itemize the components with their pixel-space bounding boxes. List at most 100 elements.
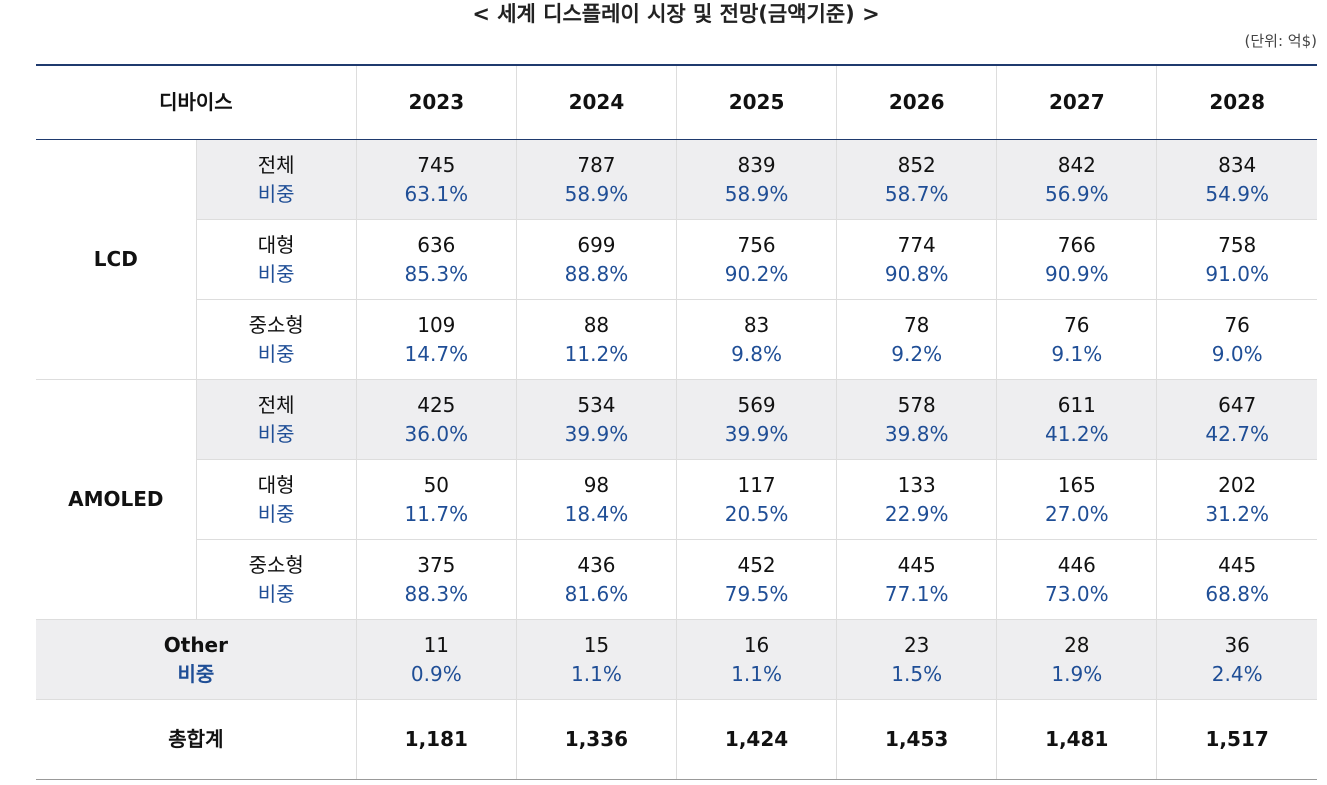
cell: 569 39.9% xyxy=(676,379,838,460)
column-header: 2024 xyxy=(516,65,678,140)
cell: 78 9.2% xyxy=(836,299,998,380)
row-label: 대형 비중 xyxy=(196,459,357,540)
cell: 452 79.5% xyxy=(676,539,838,620)
value: 758 xyxy=(1218,232,1257,257)
share-label: 비중 xyxy=(257,181,295,206)
header-row: 디바이스 2023 2024 2025 2026 2027 2028 xyxy=(36,65,1317,140)
cell: 534 39.9% xyxy=(516,379,678,460)
value: 109 xyxy=(417,312,456,337)
cell: 76 9.0% xyxy=(1156,299,1317,380)
cell: 202 31.2% xyxy=(1156,459,1317,540)
value: 647 xyxy=(1218,392,1257,417)
value: 842 xyxy=(1057,152,1096,177)
column-header: 디바이스 xyxy=(36,65,357,140)
share: 58.9% xyxy=(724,181,789,206)
cell: 766 90.9% xyxy=(996,219,1158,300)
share: 9.1% xyxy=(1051,341,1103,366)
total-row: 총합계 1,181 1,336 1,424 1,453 1,481 1,517 xyxy=(36,699,1317,780)
data-row: LCD 전체 비중 745 63.1% 787 58.9% 839 58.9% 852 58.7% 8… xyxy=(36,139,1317,380)
share: 9.2% xyxy=(891,341,943,366)
title: < 세계 디스플레이 시장 및 전망(금액기준) > xyxy=(472,2,880,26)
value: 375 xyxy=(417,552,456,577)
cell: 88 11.2% xyxy=(516,299,678,380)
share: 0.9% xyxy=(410,661,462,686)
cell: 109 14.7% xyxy=(356,299,517,380)
cell: 23 1.5% xyxy=(836,619,998,700)
cell: 375 88.3% xyxy=(356,539,517,620)
row-label: 대형 비중 xyxy=(196,219,357,300)
value: 766 xyxy=(1057,232,1096,257)
share: 42.7% xyxy=(1205,421,1269,446)
value: 133 xyxy=(897,472,936,497)
row-name: 전체 xyxy=(257,392,295,417)
data-row: 대형 비중 50 11.7% 98 18.4% 117 20.5% 133 22.9% 165 27.… xyxy=(36,459,1317,540)
value: 36 xyxy=(1224,632,1250,657)
share: 39.8% xyxy=(884,421,949,446)
cell: 852 58.7% xyxy=(836,139,998,220)
cell: 445 68.8% xyxy=(1156,539,1317,620)
share: 1.5% xyxy=(891,661,943,686)
share: 2.4% xyxy=(1211,661,1263,686)
cell: 774 90.8% xyxy=(836,219,998,300)
row-label: 총합계 xyxy=(36,699,357,780)
column-header: 2027 xyxy=(996,65,1158,140)
cell: 165 27.0% xyxy=(996,459,1158,540)
share: 88.3% xyxy=(404,581,469,606)
share: 20.5% xyxy=(724,501,789,526)
share-label: 비중 xyxy=(257,581,295,606)
share: 73.0% xyxy=(1045,581,1109,606)
value: 745 xyxy=(417,152,456,177)
share: 1.9% xyxy=(1051,661,1103,686)
row-label: 중소형 비중 xyxy=(196,299,357,380)
total-cell: 1,453 xyxy=(836,699,998,780)
total-cell: 1,517 xyxy=(1156,699,1317,780)
cell: 611 41.2% xyxy=(996,379,1158,460)
value: 445 xyxy=(1218,552,1257,577)
column-header: 2025 xyxy=(676,65,838,140)
cell: 445 77.1% xyxy=(836,539,998,620)
value: 756 xyxy=(737,232,776,257)
share: 90.8% xyxy=(884,261,949,286)
cell: 11 0.9% xyxy=(356,619,517,700)
share: 91.0% xyxy=(1205,261,1269,286)
market-table: 디바이스 2023 2024 2025 2026 2027 2028 LCD 전체 비중 745 6… xyxy=(36,64,1317,780)
value: 23 xyxy=(903,632,930,657)
cell: 636 85.3% xyxy=(356,219,517,300)
value: 50 xyxy=(423,472,450,497)
share: 39.9% xyxy=(724,421,789,446)
row-name: Other xyxy=(163,632,228,657)
column-header: 2023 xyxy=(356,65,517,140)
value: 15 xyxy=(583,632,610,657)
cell: 647 42.7% xyxy=(1156,379,1317,460)
share-label: 비중 xyxy=(257,421,295,446)
share: 1.1% xyxy=(731,661,782,686)
value: 117 xyxy=(737,472,776,497)
value: 165 xyxy=(1057,472,1096,497)
share: 1.1% xyxy=(571,661,622,686)
share: 68.8% xyxy=(1205,581,1269,606)
value: 425 xyxy=(417,392,456,417)
share: 22.9% xyxy=(884,501,949,526)
cell: 787 58.9% xyxy=(516,139,678,220)
value: 83 xyxy=(743,312,770,337)
cell: 425 36.0% xyxy=(356,379,517,460)
value: 446 xyxy=(1057,552,1096,577)
value: 774 xyxy=(897,232,936,257)
share: 81.6% xyxy=(564,581,629,606)
total-cell: 1,181 xyxy=(356,699,517,780)
value: 445 xyxy=(897,552,936,577)
share: 77.1% xyxy=(884,581,949,606)
column-header: 2028 xyxy=(1156,65,1317,140)
value: 852 xyxy=(897,152,936,177)
share-label: 비중 xyxy=(257,261,295,286)
share: 31.2% xyxy=(1205,501,1269,526)
cell: 446 73.0% xyxy=(996,539,1158,620)
other-row: Other 비중 11 0.9% 15 1.1% 16 1.1% 23 1.5% 28 1.9% 36 2… xyxy=(36,619,1317,700)
column-header: 2026 xyxy=(836,65,998,140)
value: 839 xyxy=(737,152,776,177)
row-label: 전체 비중 xyxy=(196,139,357,220)
share: 85.3% xyxy=(404,261,469,286)
share: 9.0% xyxy=(1211,341,1263,366)
share: 39.9% xyxy=(564,421,629,446)
